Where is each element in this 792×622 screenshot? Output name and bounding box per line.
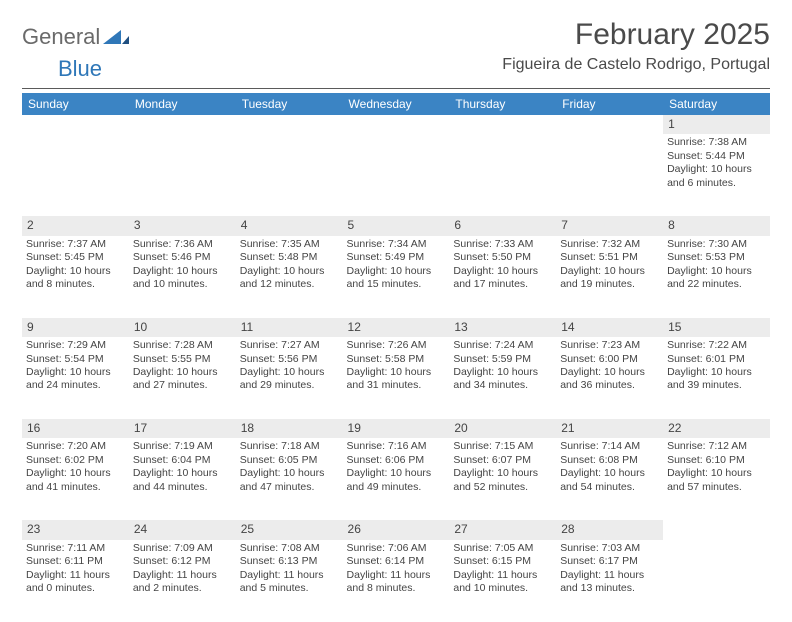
- day-number-cell: 1: [663, 115, 770, 134]
- day-number-cell: [556, 115, 663, 134]
- details-row: Sunrise: 7:20 AM Sunset: 6:02 PM Dayligh…: [22, 438, 770, 520]
- day-number-cell: 22: [663, 419, 770, 438]
- day-details-cell: Sunrise: 7:12 AM Sunset: 6:10 PM Dayligh…: [663, 438, 770, 520]
- col-saturday: Saturday: [663, 93, 770, 115]
- day-details-cell: Sunrise: 7:05 AM Sunset: 6:15 PM Dayligh…: [449, 540, 556, 622]
- day-details-cell: Sunrise: 7:06 AM Sunset: 6:14 PM Dayligh…: [343, 540, 450, 622]
- day-details-cell: [449, 134, 556, 216]
- day-number-cell: 21: [556, 419, 663, 438]
- col-thursday: Thursday: [449, 93, 556, 115]
- col-tuesday: Tuesday: [236, 93, 343, 115]
- day-details-cell: Sunrise: 7:15 AM Sunset: 6:07 PM Dayligh…: [449, 438, 556, 520]
- day-number-cell: 17: [129, 419, 236, 438]
- day-details-cell: Sunrise: 7:36 AM Sunset: 5:46 PM Dayligh…: [129, 236, 236, 318]
- weekday-header-row: Sunday Monday Tuesday Wednesday Thursday…: [22, 93, 770, 115]
- title-block: February 2025 Figueira de Castelo Rodrig…: [502, 18, 770, 74]
- day-number-cell: [663, 520, 770, 539]
- day-details-cell: Sunrise: 7:32 AM Sunset: 5:51 PM Dayligh…: [556, 236, 663, 318]
- location-label: Figueira de Castelo Rodrigo, Portugal: [502, 56, 770, 74]
- day-number-cell: 11: [236, 318, 343, 337]
- daynum-row: 1: [22, 115, 770, 134]
- day-details-cell: Sunrise: 7:29 AM Sunset: 5:54 PM Dayligh…: [22, 337, 129, 419]
- day-number-cell: 14: [556, 318, 663, 337]
- day-details-cell: [22, 134, 129, 216]
- day-number-cell: 9: [22, 318, 129, 337]
- col-monday: Monday: [129, 93, 236, 115]
- logo-text-blue: Blue: [58, 56, 102, 82]
- day-details-cell: Sunrise: 7:19 AM Sunset: 6:04 PM Dayligh…: [129, 438, 236, 520]
- day-number-cell: 7: [556, 216, 663, 235]
- col-friday: Friday: [556, 93, 663, 115]
- day-details-cell: Sunrise: 7:38 AM Sunset: 5:44 PM Dayligh…: [663, 134, 770, 216]
- day-number-cell: 24: [129, 520, 236, 539]
- day-number-cell: 2: [22, 216, 129, 235]
- calendar-body: 1Sunrise: 7:38 AM Sunset: 5:44 PM Daylig…: [22, 115, 770, 622]
- divider: [22, 88, 770, 89]
- day-number-cell: 23: [22, 520, 129, 539]
- day-details-cell: Sunrise: 7:28 AM Sunset: 5:55 PM Dayligh…: [129, 337, 236, 419]
- day-details-cell: Sunrise: 7:16 AM Sunset: 6:06 PM Dayligh…: [343, 438, 450, 520]
- day-details-cell: Sunrise: 7:23 AM Sunset: 6:00 PM Dayligh…: [556, 337, 663, 419]
- daynum-row: 2345678: [22, 216, 770, 235]
- day-number-cell: 5: [343, 216, 450, 235]
- day-details-cell: Sunrise: 7:20 AM Sunset: 6:02 PM Dayligh…: [22, 438, 129, 520]
- day-details-cell: [236, 134, 343, 216]
- details-row: Sunrise: 7:37 AM Sunset: 5:45 PM Dayligh…: [22, 236, 770, 318]
- day-number-cell: 6: [449, 216, 556, 235]
- day-number-cell: 10: [129, 318, 236, 337]
- day-details-cell: Sunrise: 7:37 AM Sunset: 5:45 PM Dayligh…: [22, 236, 129, 318]
- daynum-row: 9101112131415: [22, 318, 770, 337]
- day-details-cell: Sunrise: 7:34 AM Sunset: 5:49 PM Dayligh…: [343, 236, 450, 318]
- day-number-cell: 18: [236, 419, 343, 438]
- day-number-cell: [22, 115, 129, 134]
- day-number-cell: 20: [449, 419, 556, 438]
- day-details-cell: Sunrise: 7:24 AM Sunset: 5:59 PM Dayligh…: [449, 337, 556, 419]
- day-number-cell: 8: [663, 216, 770, 235]
- daynum-row: 16171819202122: [22, 419, 770, 438]
- logo-mark-icon: [103, 28, 129, 46]
- month-title: February 2025: [502, 18, 770, 52]
- day-number-cell: [343, 115, 450, 134]
- day-number-cell: 16: [22, 419, 129, 438]
- day-number-cell: 26: [343, 520, 450, 539]
- day-details-cell: Sunrise: 7:08 AM Sunset: 6:13 PM Dayligh…: [236, 540, 343, 622]
- day-number-cell: 19: [343, 419, 450, 438]
- day-number-cell: 15: [663, 318, 770, 337]
- col-sunday: Sunday: [22, 93, 129, 115]
- day-details-cell: [343, 134, 450, 216]
- day-number-cell: [129, 115, 236, 134]
- day-details-cell: Sunrise: 7:35 AM Sunset: 5:48 PM Dayligh…: [236, 236, 343, 318]
- day-details-cell: [663, 540, 770, 622]
- day-details-cell: [556, 134, 663, 216]
- day-details-cell: Sunrise: 7:27 AM Sunset: 5:56 PM Dayligh…: [236, 337, 343, 419]
- day-details-cell: Sunrise: 7:30 AM Sunset: 5:53 PM Dayligh…: [663, 236, 770, 318]
- logo-text-general: General: [22, 24, 100, 50]
- day-number-cell: 25: [236, 520, 343, 539]
- day-details-cell: Sunrise: 7:03 AM Sunset: 6:17 PM Dayligh…: [556, 540, 663, 622]
- col-wednesday: Wednesday: [343, 93, 450, 115]
- day-number-cell: 4: [236, 216, 343, 235]
- day-details-cell: Sunrise: 7:33 AM Sunset: 5:50 PM Dayligh…: [449, 236, 556, 318]
- day-details-cell: Sunrise: 7:26 AM Sunset: 5:58 PM Dayligh…: [343, 337, 450, 419]
- day-details-cell: [129, 134, 236, 216]
- day-number-cell: 28: [556, 520, 663, 539]
- day-number-cell: 13: [449, 318, 556, 337]
- details-row: Sunrise: 7:38 AM Sunset: 5:44 PM Dayligh…: [22, 134, 770, 216]
- logo: General: [22, 24, 131, 50]
- details-row: Sunrise: 7:11 AM Sunset: 6:11 PM Dayligh…: [22, 540, 770, 622]
- day-details-cell: Sunrise: 7:18 AM Sunset: 6:05 PM Dayligh…: [236, 438, 343, 520]
- day-number-cell: 27: [449, 520, 556, 539]
- day-details-cell: Sunrise: 7:11 AM Sunset: 6:11 PM Dayligh…: [22, 540, 129, 622]
- day-number-cell: 12: [343, 318, 450, 337]
- day-number-cell: [236, 115, 343, 134]
- calendar-page: General February 2025 Figueira de Castel…: [0, 0, 792, 622]
- daynum-row: 232425262728: [22, 520, 770, 539]
- day-number-cell: [449, 115, 556, 134]
- calendar-table: Sunday Monday Tuesday Wednesday Thursday…: [22, 93, 770, 622]
- details-row: Sunrise: 7:29 AM Sunset: 5:54 PM Dayligh…: [22, 337, 770, 419]
- day-details-cell: Sunrise: 7:22 AM Sunset: 6:01 PM Dayligh…: [663, 337, 770, 419]
- day-number-cell: 3: [129, 216, 236, 235]
- day-details-cell: Sunrise: 7:09 AM Sunset: 6:12 PM Dayligh…: [129, 540, 236, 622]
- day-details-cell: Sunrise: 7:14 AM Sunset: 6:08 PM Dayligh…: [556, 438, 663, 520]
